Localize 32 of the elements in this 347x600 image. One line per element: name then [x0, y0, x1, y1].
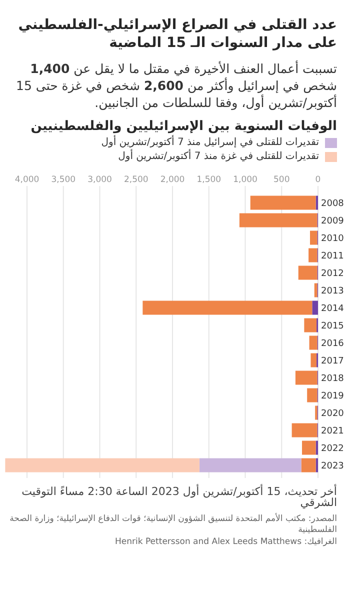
legend-label: تقديرات للقتلى في غزة منذ 7 أكتوبر/تشرين أول [118, 151, 319, 162]
y-tick-label: 2008 [321, 198, 344, 209]
y-tick-label: 2017 [321, 356, 344, 366]
text: الوفيات السنوية بين الإسرائيليين والفلسطينيين [30, 119, 337, 134]
text: المصدر: مكتب الأمم المتحدة لتنسيق الشؤون الإنسانية؛ قوات الدفاع الإسرائيلية؛ وزارة الصحة الفلسطينية [8, 514, 337, 536]
x-tick-label: 500 [274, 175, 290, 185]
x-tick-label: 4,000 [14, 175, 40, 185]
x-tick-label: 1,500 [196, 175, 222, 185]
y-tick-label: 2011 [321, 251, 344, 262]
y-tick-label: 2020 [321, 408, 344, 419]
x-tick-label: 3,000 [88, 175, 112, 185]
legend-label: تقديرات للقتلى في إسرائيل منذ 7 أكتوبر/تشرين أول [101, 137, 319, 148]
y-tick-label: 2014 [321, 304, 344, 314]
y-tick-label: 2009 [321, 216, 344, 226]
x-tick-label: 3,500 [51, 175, 76, 185]
y-tick-label: 2010 [321, 234, 344, 244]
y-tick-label: 2023 [321, 461, 344, 472]
y-tick-label: 2018 [321, 374, 344, 384]
y-tick-label: 2022 [321, 444, 344, 454]
y-tick-label: 2021 [321, 426, 344, 436]
y-tick-label: 2015 [321, 321, 344, 332]
x-tick-label: 1,000 [233, 175, 258, 185]
y-tick-label: 2016 [321, 338, 344, 349]
text: الغرافيك: Henrik Pettersson and Alex Leeds Matthews [114, 537, 337, 548]
x-tick-label: 0 [315, 175, 321, 185]
y-tick-label: 2019 [321, 391, 344, 402]
text: أخر تحديث، 15 أكتوبر/تشرين أول 2023 الساعة 2:30 مساءً التوقيت الشرقي [20, 485, 337, 509]
x-tick-label: 2,500 [124, 175, 148, 185]
y-tick-label: 2012 [321, 268, 344, 279]
y-tick-label: 2013 [321, 286, 344, 296]
x-tick-label: 2,000 [160, 175, 185, 185]
chart-title: عدد القتلى في الصراع الإسرائيلي-الفلسطيني على مدار السنوات الـ 15 الماضية [17, 16, 337, 52]
